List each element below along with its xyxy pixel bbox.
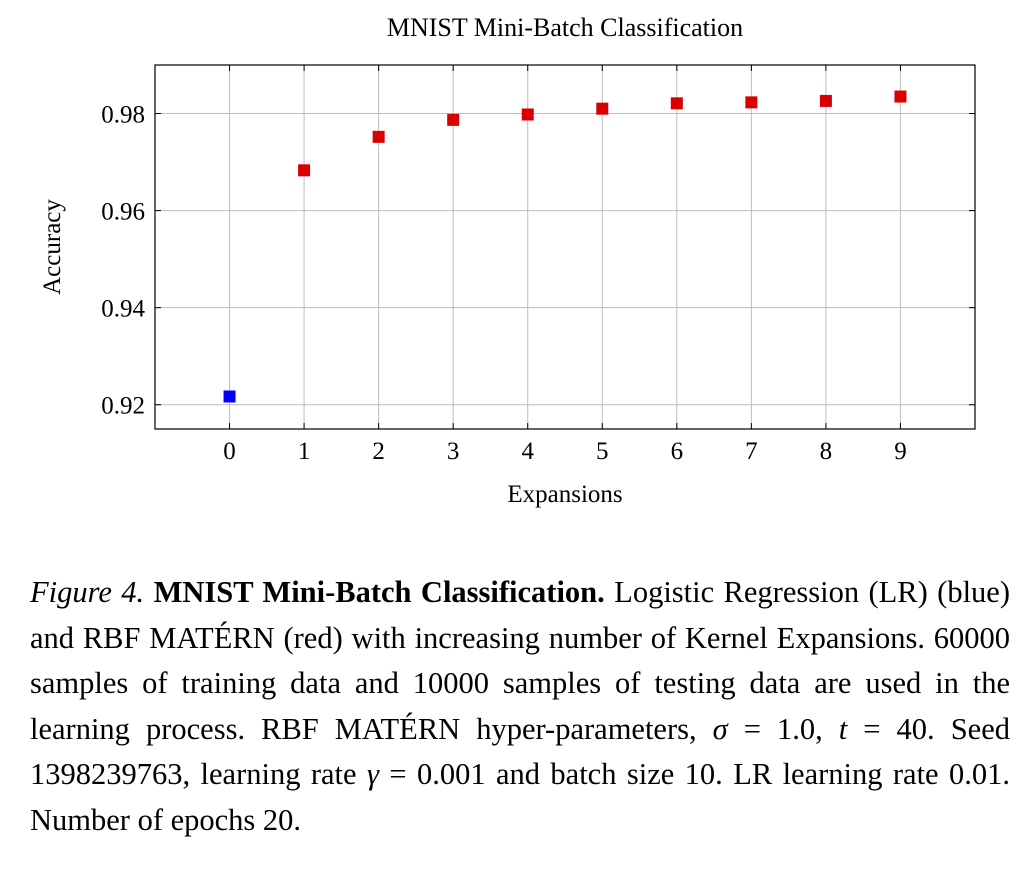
data-point-series-1 [894,90,907,103]
x-tick-label: 3 [447,438,460,465]
y-tick-labels: 0.92 0.94 0.96 0.98 [101,102,145,420]
x-tick-label: 9 [894,438,907,465]
figure-caption: Figure 4. MNIST Mini-Batch Classificatio… [30,570,1010,843]
x-axis-label: Expansions [507,481,622,508]
data-point-series-1 [298,164,311,177]
data-point-series-1 [670,97,683,110]
x-tick-label: 6 [671,438,684,465]
data-point-series-0 [223,390,236,403]
chart: 0 1 2 3 4 5 6 7 8 9 0.92 0.94 0.96 0.98 MNIST Mini-B… [39,13,976,508]
x-tick-label: 0 [223,438,236,465]
x-tick-label: 5 [596,438,609,465]
data-point-series-1 [745,96,758,109]
y-tick-label: 0.94 [101,296,145,323]
y-tick-label: 0.96 [101,199,145,226]
data-point-series-1 [447,113,460,126]
tick-marks [155,65,975,429]
caption-gamma-symbol: γ [366,757,379,791]
x-tick-label: 4 [521,438,534,465]
caption-gamma-value: = 0.001 and batch size 10. LR learning r… [30,757,1010,837]
y-axis-label: Accuracy [39,199,66,295]
caption-t-value: = 40. Seed 1398239763, learning rate [30,711,1010,792]
plot-frame [154,64,976,430]
data-point-series-1 [819,94,832,107]
x-tick-label: 7 [745,438,758,465]
caption-text: Logistic Regression (LR) (blue) and RBF … [30,575,1010,746]
grid-lines [155,65,975,429]
x-tick-labels: 0 1 2 3 4 5 6 7 8 9 [223,438,906,465]
caption-sigma-symbol: σ [712,711,728,746]
x-tick-label: 8 [820,438,833,465]
y-tick-label: 0.98 [101,102,145,129]
chart-title: MNIST Mini-Batch Classification [387,13,743,42]
caption-t-symbol: t [838,711,848,746]
data-point-series-1 [596,102,609,115]
data-point-series-1 [521,108,534,121]
x-tick-label: 2 [372,438,385,465]
data-points [223,90,907,403]
caption-title: MNIST Mini-Batch Classification. [153,575,605,609]
caption-sigma-value: = 1.0, [727,711,839,746]
caption-figure-label: Figure 4. [30,575,145,609]
data-point-series-1 [372,130,385,143]
x-tick-label: 1 [298,438,311,465]
figure: 0 1 2 3 4 5 6 7 8 9 0.92 0.94 0.96 0.98 MNIST Mini-B… [39,13,976,508]
y-tick-label: 0.92 [101,393,145,420]
